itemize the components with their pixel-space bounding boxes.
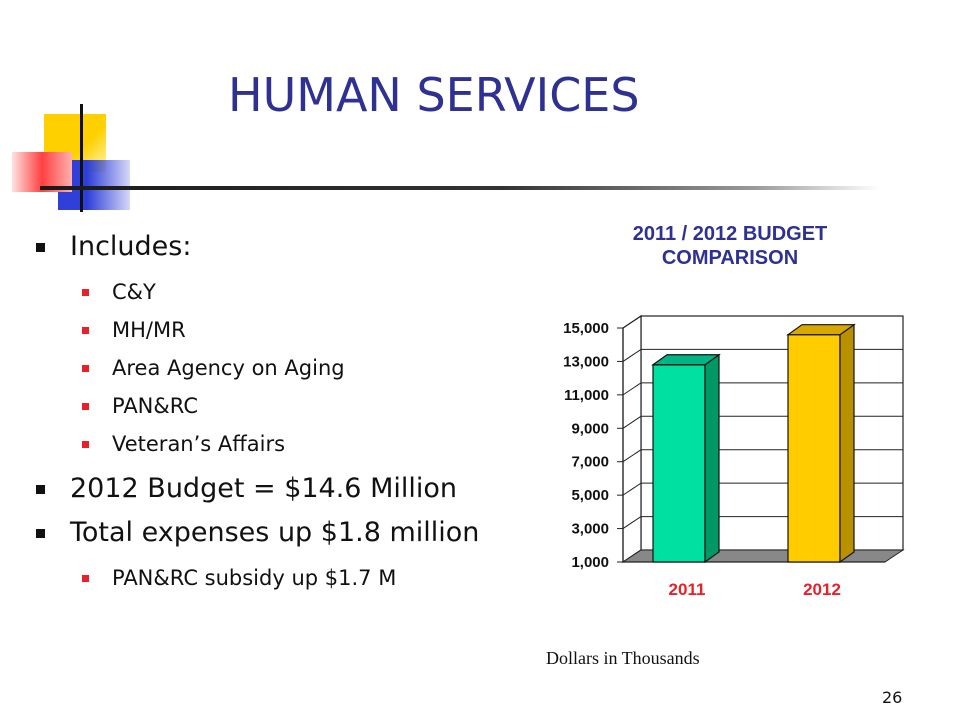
x-tick-label: 2012 [803,580,841,599]
logo-decoration [0,100,140,220]
gridline-side [622,415,642,429]
sub-bullet: PAN&RC [32,392,502,420]
bullet-expenses: Total expenses up $1.8 million [32,516,502,550]
sub-bullet: C&Y [32,278,502,306]
y-tick-label: 15,000 [563,320,609,337]
y-tick-label: 9,000 [571,420,609,437]
y-tick-label: 5,000 [571,487,609,504]
bar-2011-side [704,353,720,564]
gridline-side [622,349,642,362]
gridline-side [622,516,642,529]
bullet-list: Includes: C&Y MH/MR Area Agency on Aging… [32,230,502,602]
bullet-budget: 2012 Budget = $14.6 Million [32,472,502,506]
bullet-includes: Includes: [32,230,502,264]
gridline-side [622,382,642,396]
bar-2012-top [786,324,856,336]
title-rule [40,186,880,190]
chart-side-wall [622,314,642,564]
y-tick-label: 7,000 [571,454,609,471]
budget-chart: 1,000 3,000 5,000 7,000 9,000 11,000 13,000 15,… [563,314,905,599]
gridline-side [622,315,642,329]
y-tick-label: 3,000 [571,521,609,538]
gridline-side [622,449,642,463]
y-tick-label: 11,000 [564,387,609,404]
bar-2012 [787,334,841,563]
bar-2011 [652,364,706,563]
page-number: 26 [882,688,903,707]
sub-bullet: MH/MR [32,316,502,344]
sub-bullet: PAN&RC subsidy up $1.7 M [32,564,502,592]
sub-bullet: Area Agency on Aging [32,354,502,382]
bar-2012-side [839,323,855,564]
bar-2011-top [651,354,721,366]
gridline-side [622,482,642,496]
slide-title: HUMAN SERVICES [228,68,640,122]
y-tick-label: 13,000 [563,353,609,370]
chart-title: 2011 / 2012 BUDGET COMPARISON [632,223,828,269]
sub-bullet: Veteran’s Affairs [32,430,502,458]
chart-caption: Dollars in Thousands [546,648,700,668]
y-tick-label: 1,000 [571,554,609,571]
x-tick-label: 2011 [669,580,706,599]
